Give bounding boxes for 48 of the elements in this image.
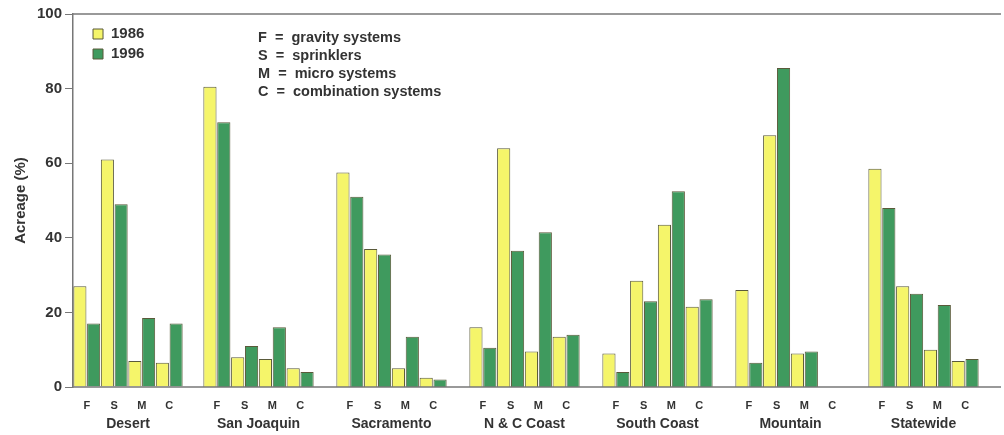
- y-axis-title: Acreage (%): [11, 157, 29, 244]
- y-tick-label: 40: [45, 227, 63, 245]
- x-tick-label: S: [373, 398, 382, 411]
- x-tick-label: F: [346, 398, 354, 411]
- x-tick-label: M: [932, 398, 942, 411]
- y-tick-label: 0: [53, 377, 63, 395]
- y-tick-label: 80: [45, 78, 63, 96]
- x-tick-label: M: [400, 398, 410, 411]
- annotation: C = combination systems: [258, 82, 442, 100]
- x-tick-label: S: [110, 398, 118, 411]
- x-tick-label: C: [695, 398, 704, 411]
- x-tick-label: M: [666, 398, 676, 411]
- x-axis-title: Sacramento: [351, 415, 432, 432]
- x-tick-label: C: [429, 398, 438, 411]
- x-tick-label: S: [240, 398, 249, 411]
- x-axis-title: N & C Coast: [484, 415, 566, 432]
- x-tick-label: M: [533, 398, 543, 411]
- x-tick-label: F: [213, 398, 221, 411]
- legend-label: 1996: [111, 44, 145, 62]
- x-tick-label: F: [479, 398, 487, 411]
- x-tick-label: S: [905, 398, 914, 411]
- annotation: M = micro systems: [258, 64, 398, 82]
- x-tick-label: C: [296, 398, 305, 411]
- x-axis-title: Statewide: [890, 415, 957, 432]
- x-tick-label: C: [828, 398, 837, 411]
- x-tick-label: S: [772, 398, 781, 411]
- x-tick-label: F: [878, 398, 886, 411]
- x-tick-label: M: [267, 398, 277, 411]
- y-tick-label: 20: [45, 302, 63, 320]
- x-tick-label: F: [745, 398, 753, 411]
- x-axis-title: Desert: [106, 415, 151, 432]
- x-tick-label: F: [83, 398, 91, 411]
- x-tick-label: M: [799, 398, 809, 411]
- x-tick-label: S: [639, 398, 648, 411]
- x-axis-title: San Joaquin: [216, 415, 301, 432]
- y-tick-label: 100: [37, 4, 63, 22]
- x-tick-label: M: [137, 398, 147, 411]
- x-axis-title: South Coast: [616, 415, 700, 432]
- x-tick-label: C: [562, 398, 571, 411]
- x-tick-label: C: [165, 398, 174, 411]
- x-axis-title: Mountain: [759, 415, 822, 432]
- y-tick-label: 60: [45, 153, 63, 171]
- x-tick-label: S: [506, 398, 515, 411]
- x-tick-label: F: [612, 398, 620, 411]
- x-tick-label: C: [961, 398, 970, 411]
- annotation: S = sprinklers: [258, 46, 363, 64]
- legend-label: 1986: [111, 24, 145, 42]
- annotation: F = gravity systems: [258, 28, 403, 46]
